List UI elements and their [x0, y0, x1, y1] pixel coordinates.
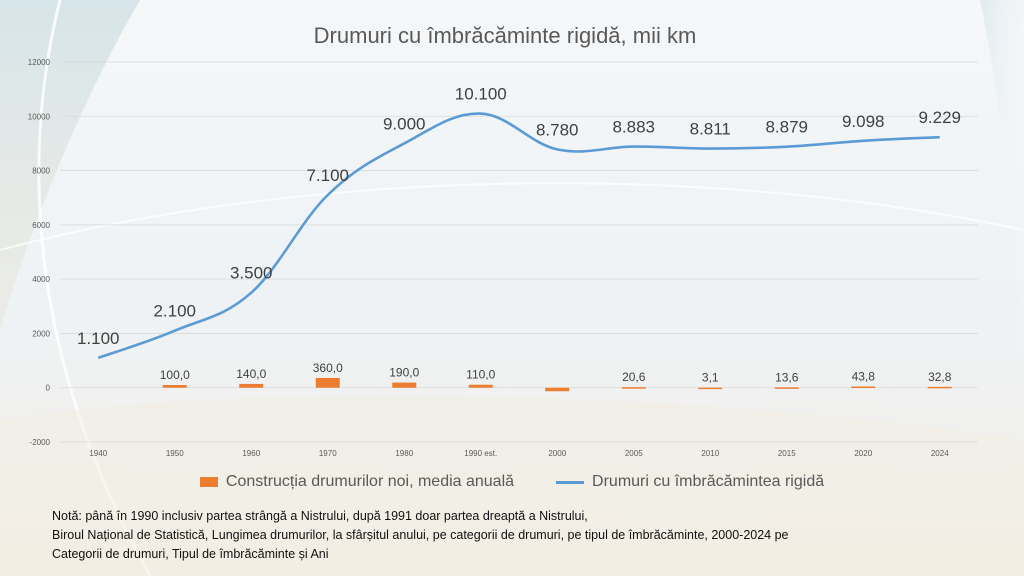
x-tick-label: 1940 [89, 449, 107, 458]
bar [392, 382, 417, 388]
legend: Construcția drumurilor noi, media anuală… [0, 470, 1024, 494]
line-data-label: 9.098 [842, 112, 885, 131]
x-tick-label: 1990 est. [464, 449, 497, 458]
y-tick-label: 12000 [28, 58, 51, 67]
x-tick-label: 1950 [166, 449, 184, 458]
bar-data-label: 13,6 [775, 370, 799, 384]
bar [698, 387, 723, 390]
bar [545, 387, 570, 392]
x-tick-label: 2010 [701, 449, 719, 458]
y-axis: 12000 10000 8000 6000 4000 2000 0 -2000 [28, 58, 51, 447]
bar-data-label: 20,6 [622, 370, 646, 384]
line-data-label: 3.500 [230, 264, 273, 283]
y-tick-label: 8000 [32, 167, 50, 176]
x-tick-label: 2005 [625, 449, 643, 458]
bar [239, 383, 264, 388]
line-data-label: 8.811 [690, 120, 731, 139]
x-tick-label: 2024 [931, 449, 949, 458]
chart: Drumuri cu îmbrăcăminte rigidă, mii km 1… [28, 23, 978, 458]
data-labels: 100,0 140,0 360,0 190,0 110,0 20,6 3,1 13,6 43,8… [77, 85, 961, 385]
bar [621, 387, 646, 389]
bar-data-label: 190,0 [389, 366, 419, 380]
x-tick-label: 2015 [778, 449, 796, 458]
bar-data-label: 43,8 [852, 370, 876, 384]
legend-swatch-line [556, 480, 585, 484]
y-tick-label: 0 [46, 384, 51, 393]
legend-swatch-bar [199, 477, 218, 487]
y-tick-label: 6000 [32, 221, 50, 230]
bar-data-label: 360,0 [313, 361, 343, 375]
bar-data-label: 3,1 [702, 371, 719, 385]
x-tick-label: 1970 [319, 449, 337, 458]
legend-item-bars: Construcția drumurilor noi, media anuală [199, 473, 515, 491]
gridlines [60, 61, 978, 443]
bar [162, 385, 187, 388]
bar-data-label: 100,0 [160, 368, 190, 382]
line-data-label: 8.879 [765, 118, 808, 137]
bar-series [162, 377, 952, 392]
bar [851, 386, 876, 389]
bar [774, 387, 799, 389]
line-data-label: 7.100 [306, 166, 349, 185]
footnote-line-3: Categorii de drumuri, Tipul de îmbrăcămi… [52, 547, 329, 561]
y-tick-label: -2000 [30, 438, 51, 447]
line-data-label: 10.100 [455, 85, 507, 104]
x-tick-label: 2000 [548, 449, 566, 458]
line-data-label: 8.883 [612, 118, 655, 137]
line-series [97, 112, 940, 360]
bar-data-label: 140,0 [236, 367, 266, 381]
bar-data-label: 110,0 [466, 368, 495, 382]
legend-item-line: Drumuri cu îmbrăcămintea rigidă [556, 473, 824, 491]
bar [927, 386, 952, 389]
line-data-label: 1.100 [77, 329, 120, 348]
line-data-label: 2.100 [153, 302, 196, 321]
footnote: Notă: până în 1990 inclusiv partea strân… [52, 507, 992, 564]
footnote-line-1: Notă: până în 1990 inclusiv partea strân… [52, 509, 588, 523]
x-tick-label: 1980 [395, 449, 413, 458]
x-axis: 1940 1950 1960 1970 1980 1990 est. 2000 2005 201… [89, 449, 949, 458]
chart-title: Drumuri cu îmbrăcăminte rigidă, mii km [314, 23, 697, 48]
series-line [97, 112, 940, 360]
legend-label-bars: Construcția drumurilor noi, media anuală [225, 473, 515, 490]
y-tick-label: 4000 [32, 275, 50, 284]
line-data-label: 9.229 [918, 108, 961, 127]
bar [468, 384, 493, 388]
bar [315, 377, 340, 388]
legend-label-line: Drumuri cu îmbrăcămintea rigidă [592, 473, 825, 490]
y-tick-label: 10000 [28, 112, 51, 121]
bar-data-label: 32,8 [928, 370, 952, 384]
x-tick-label: 2020 [854, 449, 872, 458]
footnote-line-2: Biroul Național de Statistică, Lungimea … [52, 528, 789, 542]
y-tick-label: 2000 [32, 329, 50, 338]
line-data-label: 9.000 [383, 114, 426, 133]
x-tick-label: 1960 [242, 449, 260, 458]
line-data-label: 8.780 [536, 120, 579, 139]
